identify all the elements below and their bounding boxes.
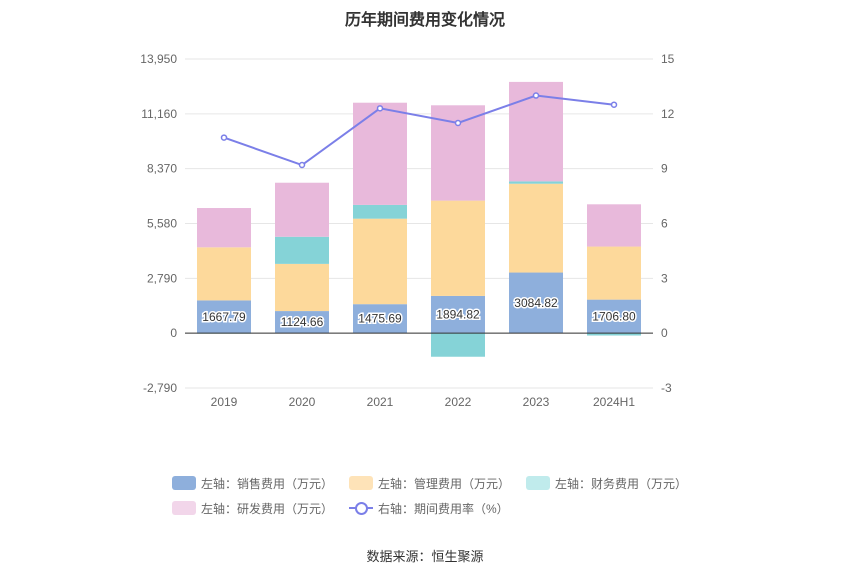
x-axis-tick: 2019: [211, 395, 238, 409]
legend-swatch-admin: [349, 476, 374, 490]
rate-point-2020: [298, 161, 306, 169]
left-axis-tick: -2,790: [143, 381, 177, 395]
right-axis-tick: 0: [661, 326, 668, 340]
bar-s1-2019: [197, 247, 251, 301]
left-axis-tick: 5,580: [147, 217, 177, 231]
bar-s0-2024H1: [587, 299, 641, 334]
bar-s1-2020: [275, 263, 329, 312]
legend-label-sales: 左轴：销售费用（万元）: [201, 476, 334, 491]
bar-value-label: 3084.82: [514, 296, 558, 310]
legend-swatch-sales: [172, 476, 196, 490]
bar-s0-2020: [275, 311, 329, 334]
right-axis-tick: 6: [661, 217, 668, 231]
bar-s0-2021: [353, 304, 407, 334]
legend-label-rate: 右轴：期间费用率（%）: [378, 501, 509, 516]
rate-point-2023: [532, 92, 540, 99]
rate-point-2024H1: [610, 101, 618, 108]
bar-s1-2024H1: [587, 246, 641, 300]
legend-item-finance[interactable]: 左轴：财务费用（万元）: [526, 475, 687, 492]
left-axis-tick: 8,370: [147, 162, 177, 176]
bar-value-label: 1706.80: [592, 309, 636, 323]
legend-item-rnd[interactable]: 左轴：研发费用（万元）: [172, 500, 333, 517]
chart-title: 历年期间费用变化情况: [344, 12, 505, 29]
bar-value-label: 1124.66: [281, 315, 324, 329]
bar-s1-2021: [353, 218, 407, 305]
bar-s1-2022: [431, 200, 485, 296]
legend-swatch-rnd: [172, 501, 196, 515]
right-axis-tick: 9: [661, 162, 668, 176]
legend-label-admin: 左轴：管理费用（万元）: [378, 476, 511, 491]
rate-point-2021: [376, 105, 384, 112]
legend-item-admin[interactable]: 左轴：管理费用（万元）: [349, 475, 510, 492]
bar-s2-2022: [431, 333, 485, 357]
bar-s2-2020: [275, 236, 329, 264]
x-axis-tick: 2020: [289, 395, 316, 409]
chart-legend: 左轴：销售费用（万元） 左轴：管理费用（万元） 左轴：财务费用（万元） 左轴：研…: [172, 472, 712, 522]
bar-s3-2024H1: [587, 204, 641, 247]
left-axis-tick: 11,160: [141, 107, 177, 121]
legend-item-sales[interactable]: 左轴：销售费用（万元）: [172, 475, 333, 492]
legend-item-rate[interactable]: 右轴：期间费用率（%）: [349, 500, 509, 517]
bar-value-label: 1894.82: [436, 308, 480, 322]
bar-s3-2020: [275, 182, 329, 237]
bar-value-label: 1475.69: [358, 312, 402, 326]
legend-swatch-rate: [349, 501, 374, 515]
bar-s0-2019: [197, 300, 251, 334]
chart-plot: 13,950 15 11,160 12 8,370 9 5,580 6 2,790 3 0 0 -2,7…: [140, 52, 675, 409]
rate-point-2022: [454, 119, 462, 127]
bar-s0-2022: [431, 295, 485, 334]
x-axis-tick: 2024H1: [593, 395, 635, 409]
left-axis-tick: 2,790: [147, 271, 177, 285]
right-axis-tick: -3: [661, 381, 672, 395]
legend-label-finance: 左轴：财务费用（万元）: [555, 476, 688, 491]
bar-s2-2023: [509, 181, 563, 184]
bar-s2-2021: [353, 204, 407, 219]
legend-label-rnd: 左轴：研发费用（万元）: [201, 501, 334, 516]
bar-s0-2023: [509, 272, 563, 334]
left-axis-tick: 13,950: [140, 52, 177, 66]
x-axis-tick: 2023: [523, 395, 550, 409]
bar-s3-2021: [353, 102, 407, 205]
x-axis-tick: 2022: [445, 395, 472, 409]
bar-s2-2024H1: [587, 333, 641, 336]
bar-s3-2019: [197, 208, 251, 248]
right-axis-tick: 15: [661, 52, 675, 66]
rate-point-2019: [220, 134, 228, 141]
right-axis-tick: 12: [661, 107, 675, 121]
bar-value-label: 1667.79: [202, 310, 246, 324]
rate-line: [223, 94, 615, 167]
data-source: 数据来源：恒生聚源: [366, 549, 484, 564]
left-axis-tick: 0: [170, 326, 177, 340]
x-axis-tick: 2021: [367, 395, 394, 409]
right-axis-tick: 3: [661, 271, 668, 285]
bar-s1-2023: [509, 183, 563, 273]
legend-swatch-finance: [526, 476, 551, 490]
